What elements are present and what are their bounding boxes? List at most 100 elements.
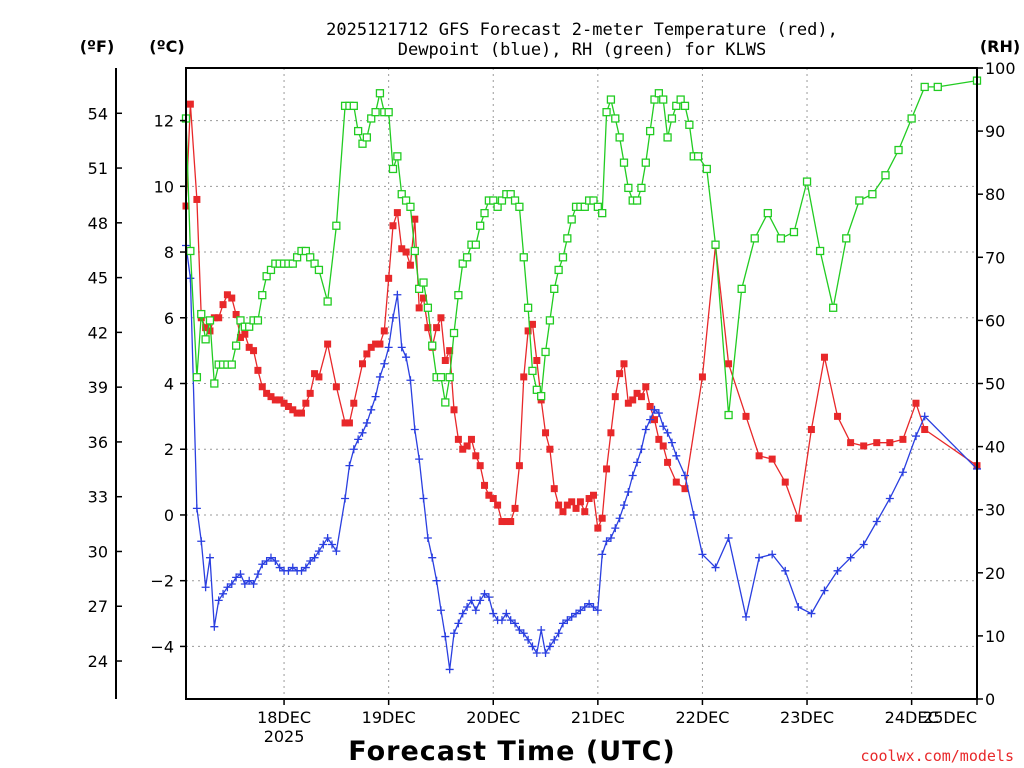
rh-unit-label: (RH) <box>980 37 1020 56</box>
dewpoint-point <box>550 635 559 644</box>
dewpoint-point <box>484 593 493 602</box>
rh-point <box>537 391 546 401</box>
temperature-point <box>420 294 428 302</box>
rh-point <box>371 108 380 117</box>
dewpoint-point <box>598 550 607 559</box>
rh-tick-label: 60 <box>985 311 1005 330</box>
temperature-point <box>202 324 210 332</box>
temperature-point <box>781 478 789 486</box>
temperature-point <box>236 333 244 341</box>
dewpoint-point <box>227 579 236 588</box>
dewpoint-point <box>358 428 367 437</box>
temperature-point <box>380 327 388 335</box>
rh-point <box>550 284 559 294</box>
dewpoint-point <box>240 579 249 588</box>
temperature-point <box>550 485 558 493</box>
dewpoint-point <box>266 553 275 562</box>
temperature-point <box>659 442 667 450</box>
rh-point <box>415 284 424 294</box>
rh-point <box>711 240 720 249</box>
dewpoint-point <box>619 501 628 510</box>
dewpoint-point <box>445 665 454 674</box>
rh-point <box>375 89 385 98</box>
x-tick-label: 22DEC <box>675 708 729 727</box>
celsius-tick-label: 10 <box>154 177 174 196</box>
dewpoint-point <box>362 418 371 427</box>
temperature-point <box>603 465 611 473</box>
rh-point <box>349 101 358 111</box>
dewpoint-point <box>410 425 419 434</box>
rh-point <box>624 183 633 193</box>
rh-point <box>619 158 629 167</box>
dewpoint-point <box>667 438 676 447</box>
dewpoint-point <box>606 533 615 542</box>
dewpoint-point <box>532 648 541 657</box>
dewpoint-line <box>185 245 978 670</box>
dewpoint-point <box>367 405 376 414</box>
chart-title-line1: 2025121712 GFS Forecast 2-meter Temperat… <box>326 20 838 40</box>
temperature-point <box>186 100 194 108</box>
rh-point <box>362 133 372 142</box>
dewpoint-point <box>450 629 459 638</box>
dewpoint-point <box>249 579 258 588</box>
dewpoint-point <box>672 451 681 460</box>
x-tick-label: 21DEC <box>571 708 625 727</box>
dewpoint-point <box>458 609 467 618</box>
temperature-point <box>589 491 597 499</box>
rh-point <box>205 316 215 325</box>
temperature-point <box>254 366 262 374</box>
temperature-point <box>546 445 554 453</box>
dewpoint-point <box>589 602 598 611</box>
dewpoint-point <box>397 343 406 352</box>
rh-point <box>868 190 877 199</box>
rh-tick-label: 0 <box>985 690 995 709</box>
dewpoint-point <box>755 553 764 562</box>
series-temperature <box>182 100 981 532</box>
series-dewpoint <box>182 241 981 674</box>
dewpoint-point <box>463 602 472 611</box>
dewpoint-point <box>297 566 306 575</box>
temperature-point <box>446 347 454 355</box>
temperature-point <box>441 356 449 364</box>
dewpoint-point <box>580 602 589 611</box>
dewpoint-point <box>205 553 214 562</box>
celsius-tick-label: −4 <box>150 637 174 656</box>
celsius-tick-label: −2 <box>150 572 174 591</box>
temperature-point <box>520 373 528 381</box>
rh-point <box>641 158 650 167</box>
dewpoint-point <box>846 553 855 562</box>
temperature-point <box>755 452 763 460</box>
temperature-point <box>507 518 515 526</box>
dewpoint-point <box>650 405 659 414</box>
temperature-point <box>511 504 519 512</box>
temperature-point <box>528 320 536 328</box>
rh-point <box>789 227 799 237</box>
temperature-point <box>297 409 305 417</box>
dewpoint-point <box>663 428 672 437</box>
temperature-point <box>467 435 475 443</box>
rh-point <box>881 171 890 180</box>
dewpoint-point <box>615 514 624 523</box>
temperature-point <box>228 294 236 302</box>
dewpoint-point <box>820 586 829 595</box>
x-tick-label: 24DEC <box>885 708 939 727</box>
temperature-point <box>921 426 929 434</box>
rh-point <box>186 246 195 256</box>
temperature-point <box>572 504 580 512</box>
rh-point <box>567 215 576 224</box>
rh-point <box>441 398 450 407</box>
celsius-unit-label: (ºC) <box>149 37 184 56</box>
rh-tick-label: 80 <box>985 185 1005 204</box>
rh-point <box>454 291 463 300</box>
x-tick-sublabel: 2025 <box>264 727 305 746</box>
dewpoint-point <box>515 625 524 634</box>
temperature-point <box>359 360 367 368</box>
temperature-point <box>315 373 323 381</box>
fahrenheit-tick-label: 48 <box>88 214 108 233</box>
x-tick-label: 23DEC <box>780 708 834 727</box>
rh-point <box>611 114 620 123</box>
rh-tick-label: 90 <box>985 122 1005 141</box>
dewpoint-point <box>524 635 533 644</box>
dewpoint-point <box>258 560 267 569</box>
temperature-point <box>245 343 253 351</box>
